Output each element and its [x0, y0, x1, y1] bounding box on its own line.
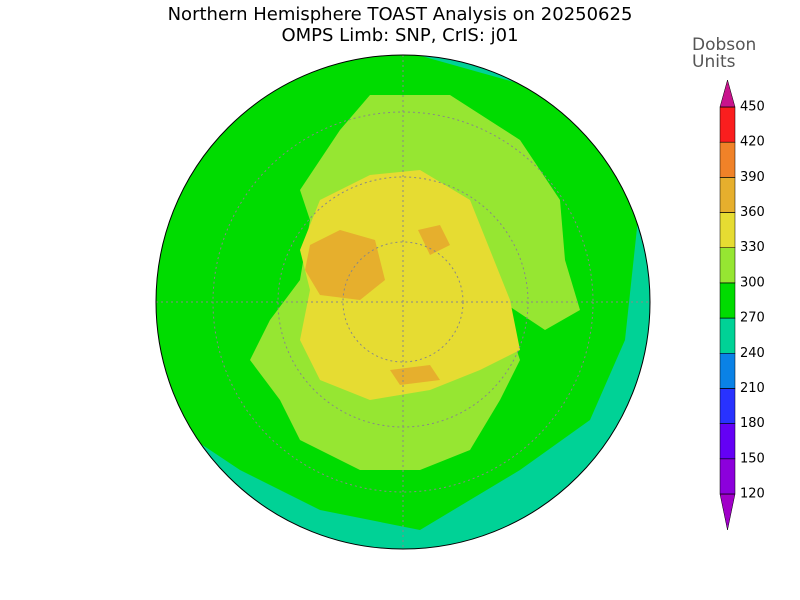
map-border [155, 54, 651, 550]
graticule [156, 55, 650, 549]
colorbar-tick-label: 270 [740, 311, 765, 326]
colorbar-tick-label: 450 [740, 100, 765, 115]
colorbar-label: Dobson [692, 35, 756, 55]
colorbar-swatch [719, 177, 736, 213]
colorbar-swatch [719, 317, 736, 354]
colorbar-tick-label: 360 [740, 205, 765, 220]
colorbar-tick-label: 300 [740, 275, 765, 290]
colorbar: 120 150 180 210 240 270 300 330 360 390 420 450 [719, 79, 765, 531]
colorbar-swatch [719, 247, 736, 284]
ozone-field [156, 55, 650, 549]
colorbar-tick-label: 180 [740, 416, 765, 431]
colorbar-end [719, 79, 736, 108]
colorbar-swatch [719, 423, 736, 460]
colorbar-tick-label: 150 [740, 451, 765, 466]
colorbar-tick-label: 240 [740, 346, 765, 361]
colorbar-swatch [719, 212, 736, 248]
colorbar-end [719, 493, 736, 531]
field-band [300, 170, 520, 400]
colorbar-swatch [719, 458, 736, 495]
colorbar-tick-label: 120 [740, 487, 765, 502]
colorbar-swatch [719, 141, 736, 178]
field-band [305, 230, 385, 300]
colorbar-swatch [719, 353, 736, 389]
colorbar-tick-label: 210 [740, 381, 765, 396]
title-line: OMPS Limb: SNP, CrIS: j01 [281, 25, 518, 46]
colorbar-tick-label: 330 [740, 240, 765, 255]
colorbar-swatch [719, 388, 736, 424]
colorbar-swatch [719, 106, 736, 143]
colorbar-swatch [719, 282, 736, 319]
title-line: Northern Hemisphere TOAST Analysis on 20… [168, 4, 633, 25]
colorbar-tick-label: 420 [740, 135, 765, 150]
field-band [418, 225, 450, 255]
colorbar-tick-label: 390 [740, 170, 765, 185]
colorbar-label: Units [692, 52, 736, 72]
